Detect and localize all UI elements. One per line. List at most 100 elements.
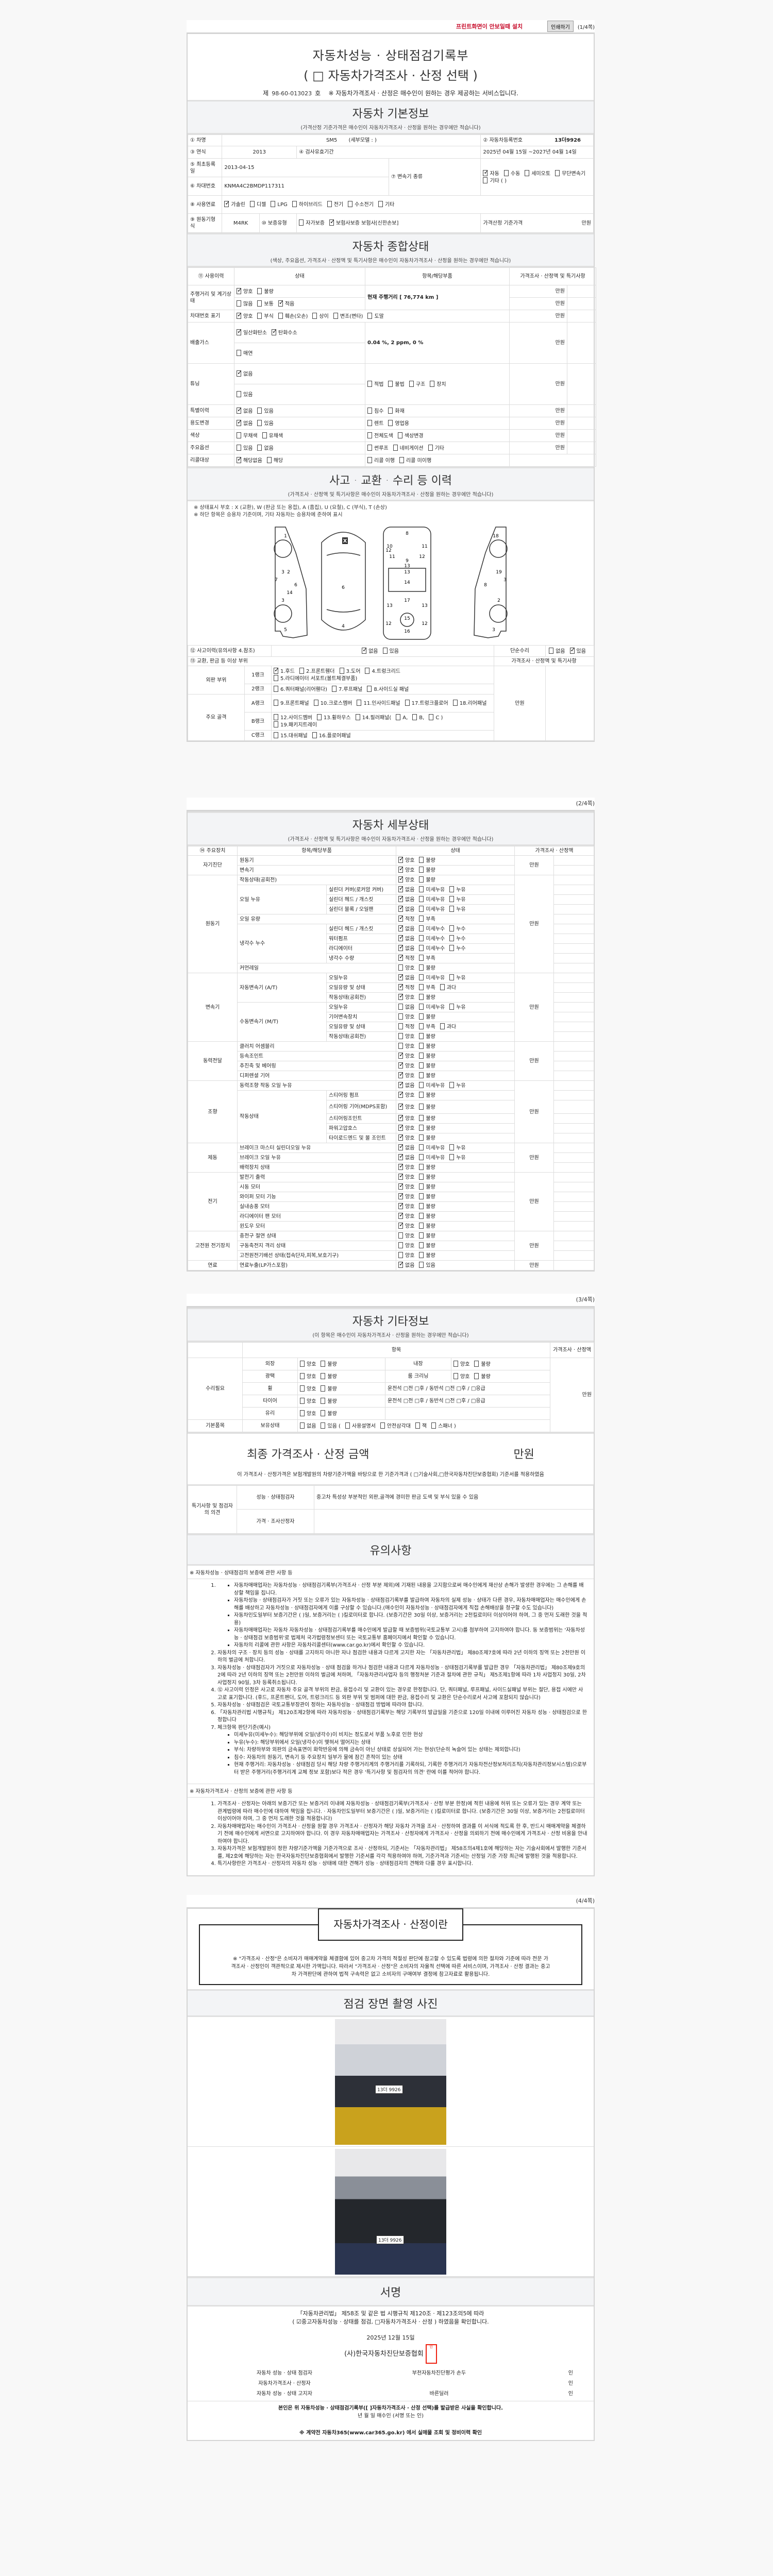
- checkbox-icon[interactable]: [449, 1154, 455, 1160]
- checkbox-icon[interactable]: [397, 432, 402, 438]
- checkbox-option[interactable]: 양호: [398, 855, 414, 864]
- checkbox-icon[interactable]: [300, 1385, 305, 1392]
- checkbox-option[interactable]: 적정: [398, 1023, 414, 1030]
- checked-box-icon[interactable]: [398, 904, 404, 912]
- checked-box-icon[interactable]: [272, 328, 277, 335]
- checked-box-icon[interactable]: [398, 894, 404, 903]
- checkbox-icon[interactable]: [321, 1410, 326, 1416]
- checked-box-icon[interactable]: [483, 168, 489, 176]
- checkbox-option[interactable]: 불량: [321, 1397, 337, 1405]
- checkbox-icon[interactable]: [292, 201, 297, 207]
- checkbox-option[interactable]: 미세누수: [419, 925, 445, 933]
- checkbox-option[interactable]: 적법: [367, 380, 383, 388]
- checkbox-option[interactable]: 화재: [388, 407, 405, 415]
- checkbox-option[interactable]: 8.사이드실 패널: [367, 685, 409, 693]
- checkbox-option[interactable]: 부족: [419, 955, 435, 962]
- checkbox-option[interactable]: 불량: [419, 1053, 435, 1060]
- checkbox-option[interactable]: 불량: [419, 1203, 435, 1210]
- checkbox-option[interactable]: 부족: [419, 984, 435, 991]
- checkbox-option[interactable]: 적정: [398, 914, 414, 923]
- checkbox-option[interactable]: 불량: [321, 1410, 337, 1417]
- checkbox-icon[interactable]: [419, 945, 424, 951]
- checkbox-option[interactable]: 양호: [300, 1385, 316, 1393]
- checkbox-icon[interactable]: [321, 1422, 326, 1429]
- checkbox-icon[interactable]: [419, 1072, 424, 1078]
- checkbox-option[interactable]: 미세누유: [419, 974, 445, 981]
- checkbox-option[interactable]: 누유: [449, 1082, 466, 1089]
- checked-box-icon[interactable]: [398, 1080, 404, 1089]
- checkbox-icon[interactable]: [449, 935, 455, 941]
- checkbox-icon[interactable]: [327, 201, 332, 207]
- checkbox-icon[interactable]: [419, 935, 424, 941]
- checkbox-option[interactable]: 불량: [419, 1043, 435, 1050]
- checkbox-icon[interactable]: [316, 714, 322, 720]
- checkbox-icon[interactable]: [367, 419, 372, 426]
- checked-box-icon[interactable]: [398, 1182, 404, 1190]
- checkbox-icon[interactable]: [355, 714, 360, 720]
- checkbox-option[interactable]: 무채색: [237, 432, 258, 439]
- checkbox-option[interactable]: 양호: [398, 1221, 414, 1230]
- checked-box-icon[interactable]: [398, 924, 404, 932]
- checkbox-icon[interactable]: [409, 380, 414, 387]
- checkbox-icon[interactable]: [419, 1033, 424, 1039]
- checkbox-option[interactable]: 가솔린: [224, 199, 245, 208]
- checked-box-icon[interactable]: [398, 1113, 404, 1122]
- checkbox-option[interactable]: 양호: [398, 1061, 414, 1070]
- checkbox-option[interactable]: 부족: [419, 1023, 435, 1030]
- checkbox-icon[interactable]: [312, 732, 317, 738]
- checkbox-option[interactable]: 일산화탄소: [237, 328, 267, 336]
- checked-box-icon[interactable]: [398, 1221, 404, 1229]
- checkbox-option[interactable]: 있음: [237, 444, 253, 452]
- checkbox-icon[interactable]: [419, 1174, 424, 1180]
- checkbox-icon[interactable]: [525, 170, 530, 176]
- checkbox-option[interactable]: 많음: [237, 300, 253, 308]
- checkbox-option[interactable]: 미세누유: [419, 886, 445, 893]
- checkbox-icon[interactable]: [419, 1053, 424, 1059]
- checkbox-icon[interactable]: [415, 1422, 420, 1429]
- checkbox-icon[interactable]: [398, 1023, 404, 1029]
- checkbox-icon[interactable]: [378, 201, 383, 207]
- checkbox-option[interactable]: 디젤: [249, 201, 266, 208]
- checked-box-icon[interactable]: [398, 875, 404, 883]
- checkbox-icon[interactable]: [274, 714, 279, 720]
- checkbox-option[interactable]: 불량: [419, 1193, 435, 1200]
- checkbox-icon[interactable]: [274, 675, 279, 681]
- checkbox-icon[interactable]: [367, 380, 372, 387]
- checked-box-icon[interactable]: [398, 973, 404, 981]
- checkbox-icon[interactable]: [474, 1360, 479, 1367]
- checkbox-option[interactable]: 불량: [419, 867, 435, 874]
- checkbox-option[interactable]: B,: [412, 714, 424, 721]
- checked-box-icon[interactable]: [398, 943, 404, 952]
- checkbox-icon[interactable]: [257, 407, 262, 414]
- checkbox-option[interactable]: 해당없음: [237, 455, 262, 464]
- checkbox-option[interactable]: 누유: [449, 886, 466, 893]
- checkbox-option[interactable]: 전기: [327, 201, 343, 208]
- checkbox-option[interactable]: 자가보증: [299, 219, 325, 227]
- checkbox-option[interactable]: 적음: [278, 299, 294, 308]
- checked-box-icon[interactable]: [398, 1260, 404, 1268]
- checkbox-icon[interactable]: [419, 1242, 424, 1248]
- checkbox-icon[interactable]: [398, 1242, 404, 1248]
- checkbox-option[interactable]: 양호: [398, 1133, 414, 1142]
- checkbox-icon[interactable]: [419, 1193, 424, 1199]
- checkbox-icon[interactable]: [419, 886, 424, 892]
- checkbox-option[interactable]: 없음: [398, 973, 414, 981]
- checkbox-option[interactable]: 불량: [419, 1213, 435, 1220]
- checkbox-option[interactable]: 무단변속기: [555, 170, 585, 177]
- checkbox-option[interactable]: 영업용: [388, 419, 409, 427]
- checkbox-option[interactable]: 불량: [419, 876, 435, 884]
- checkbox-option[interactable]: 불량: [419, 1252, 435, 1259]
- checked-box-icon[interactable]: [569, 646, 576, 654]
- checkbox-option[interactable]: 장치: [430, 380, 446, 388]
- checkbox-option[interactable]: 보통: [257, 300, 274, 308]
- checkbox-option[interactable]: 미세누유: [419, 1154, 445, 1161]
- checkbox-option[interactable]: 리콜 이행: [367, 456, 395, 464]
- checkbox-option[interactable]: 없음: [257, 444, 274, 452]
- checkbox-icon[interactable]: [339, 668, 344, 674]
- checkbox-icon[interactable]: [299, 668, 304, 674]
- checkbox-icon[interactable]: [367, 685, 372, 692]
- checkbox-option[interactable]: 불량: [474, 1360, 491, 1368]
- checkbox-icon[interactable]: [419, 984, 424, 990]
- checkbox-icon[interactable]: [419, 1082, 424, 1088]
- checkbox-option[interactable]: 있음 (: [321, 1422, 341, 1430]
